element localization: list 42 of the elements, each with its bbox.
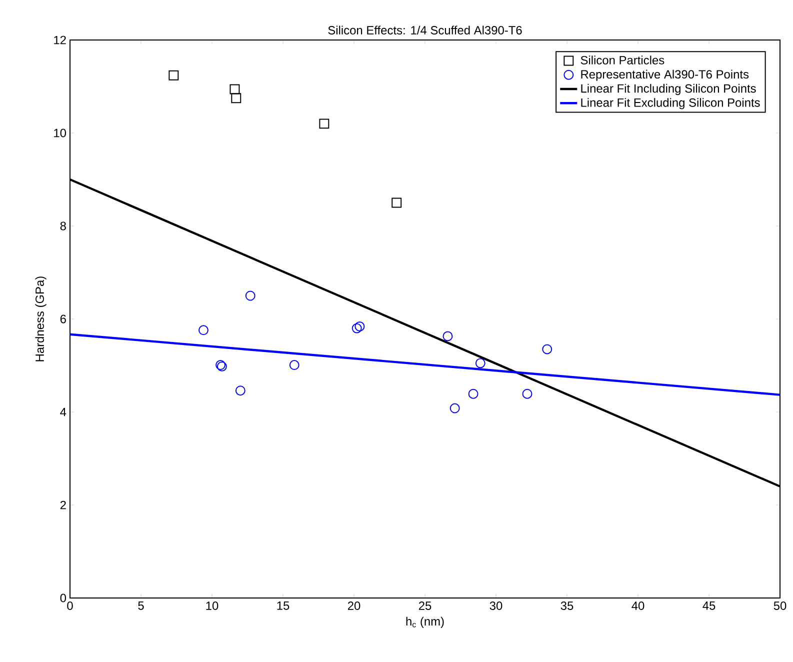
point <box>168 70 179 80</box>
y-tick-label: 4 <box>60 408 66 416</box>
x-tick-label: 10 <box>206 602 218 610</box>
legend-label: Linear Fit Excluding Silicon Points <box>581 98 760 110</box>
x-tick-label: 30 <box>490 602 502 610</box>
point <box>442 331 453 342</box>
point <box>198 325 208 336</box>
x-tick-label: 45 <box>702 602 716 610</box>
x-tick-label: 50 <box>774 602 786 610</box>
y-axis-title: Hardness (GPa) <box>35 276 46 362</box>
point <box>475 358 486 368</box>
point <box>392 198 402 208</box>
chart-title: Silicon Effects: 1/4 Scuffed Al390-T6 <box>328 26 522 34</box>
y-tick-label: 10 <box>54 128 66 138</box>
legend-label: Representative Al390-T6 Points <box>581 70 749 81</box>
x-tick-label: 15 <box>277 602 290 610</box>
point <box>235 386 246 396</box>
point <box>354 321 365 332</box>
y-tick-label: 2 <box>60 500 66 510</box>
x-tick-label: 25 <box>418 602 432 610</box>
legend-label: Linear Fit Including Silicon Points <box>581 84 756 96</box>
y-tick-label: 6 <box>60 314 66 324</box>
point <box>289 360 300 370</box>
point <box>450 403 460 414</box>
x-tick-label: 20 <box>348 602 360 610</box>
y-tick-label: 0 <box>60 594 66 602</box>
y-tick-label: 12 <box>54 36 66 44</box>
point <box>245 290 256 301</box>
point <box>468 388 478 399</box>
point <box>319 118 330 129</box>
point <box>231 93 242 104</box>
x-tick-label: 0 <box>67 602 73 610</box>
point <box>352 323 362 334</box>
x-axis-title: h$_{c}$ (nm) <box>406 616 444 628</box>
point <box>522 388 532 399</box>
x-tick-label: 5 <box>138 602 144 610</box>
x-tick-label: 40 <box>632 602 644 610</box>
point <box>542 344 552 354</box>
legend-label: Silicon Particles <box>580 56 664 64</box>
x-tick-label: 35 <box>560 602 574 610</box>
y-tick-label: 8 <box>60 222 66 230</box>
point <box>230 84 240 94</box>
